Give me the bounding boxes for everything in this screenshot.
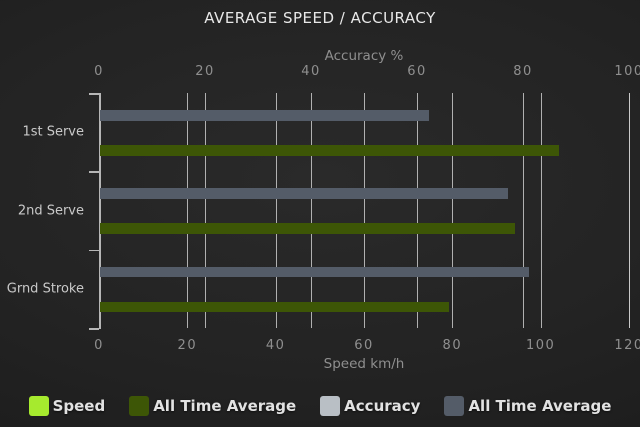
bar-all-time-average-1st-serve xyxy=(100,110,429,121)
gridline-top-100 xyxy=(629,93,630,328)
legend-swatch-all-time-average xyxy=(444,396,465,416)
legend-item-speed: Speed xyxy=(28,396,106,416)
bottom-axis-tick-label: 100 xyxy=(525,338,556,353)
bar-all-time-average-grnd-stroke xyxy=(100,301,449,313)
bottom-axis-tick-label: 60 xyxy=(354,338,374,353)
bottom-axis-tick-label: 0 xyxy=(94,338,104,353)
category-label-2nd-serve: 2nd Serve xyxy=(17,203,84,218)
top-axis-tick-label: 100 xyxy=(614,64,640,79)
category-label-grnd-stroke: Grnd Stroke xyxy=(6,281,84,297)
gridline-top-20 xyxy=(205,93,206,328)
legend: Speed All Time Average Accuracy All Time Av… xyxy=(0,396,640,416)
bottom-axis-tick-label: 40 xyxy=(265,338,286,353)
bottom-axis-tick-label: 80 xyxy=(442,338,463,353)
gridline-top-40 xyxy=(311,93,312,328)
legend-swatch-all-time-average xyxy=(129,396,150,416)
bottom-axis-tick-label: 20 xyxy=(177,338,198,353)
top-axis-tick-label: 60 xyxy=(407,64,427,79)
category-tick xyxy=(89,93,99,95)
legend-label: Accuracy xyxy=(344,397,421,415)
chart-title: AVERAGE SPEED / ACCURACY xyxy=(204,9,436,27)
top-axis-tick-label: 40 xyxy=(301,64,321,79)
legend-label: All Time Average xyxy=(468,397,612,415)
legend-item-accuracy: Accuracy xyxy=(320,396,420,416)
legend-label: Speed xyxy=(52,397,106,415)
gridline-bottom-60 xyxy=(364,93,365,328)
category-tick xyxy=(89,249,99,252)
gridline-bottom-20 xyxy=(187,93,189,328)
bar-all-time-average-1st-serve xyxy=(100,145,560,156)
legend-swatch-speed xyxy=(28,396,49,416)
category-tick xyxy=(89,171,99,173)
gridline-bottom-80 xyxy=(452,93,454,328)
y-axis-line xyxy=(99,93,101,329)
bar-all-time-average-2nd-serve xyxy=(100,188,509,199)
top-axis-tick-label: 20 xyxy=(195,64,215,79)
top-axis-tick-label: 80 xyxy=(513,64,533,79)
bar-all-time-average-2nd-serve xyxy=(100,223,516,234)
category-label-1st-serve: 1st Serve xyxy=(22,124,84,140)
bottom-axis-tick-label: 120 xyxy=(614,338,640,353)
plot-area xyxy=(99,93,629,328)
gridline-top-60 xyxy=(417,93,418,328)
legend-item-all-time-average: All Time Average xyxy=(129,396,296,416)
gridline-top-80 xyxy=(523,93,524,328)
legend-label: All Time Average xyxy=(153,397,297,415)
bar-all-time-average-grnd-stroke xyxy=(100,266,530,278)
category-tick xyxy=(89,328,99,330)
bottom-axis-label: Speed km/h xyxy=(323,356,405,372)
gridline-bottom-100 xyxy=(540,93,542,328)
legend-item-all-time-average: All Time Average xyxy=(444,396,611,416)
top-axis-label: Accuracy % xyxy=(324,48,404,64)
top-axis-tick-label: 0 xyxy=(94,64,104,79)
gridline-bottom-40 xyxy=(275,93,277,328)
legend-swatch-accuracy xyxy=(320,396,341,416)
